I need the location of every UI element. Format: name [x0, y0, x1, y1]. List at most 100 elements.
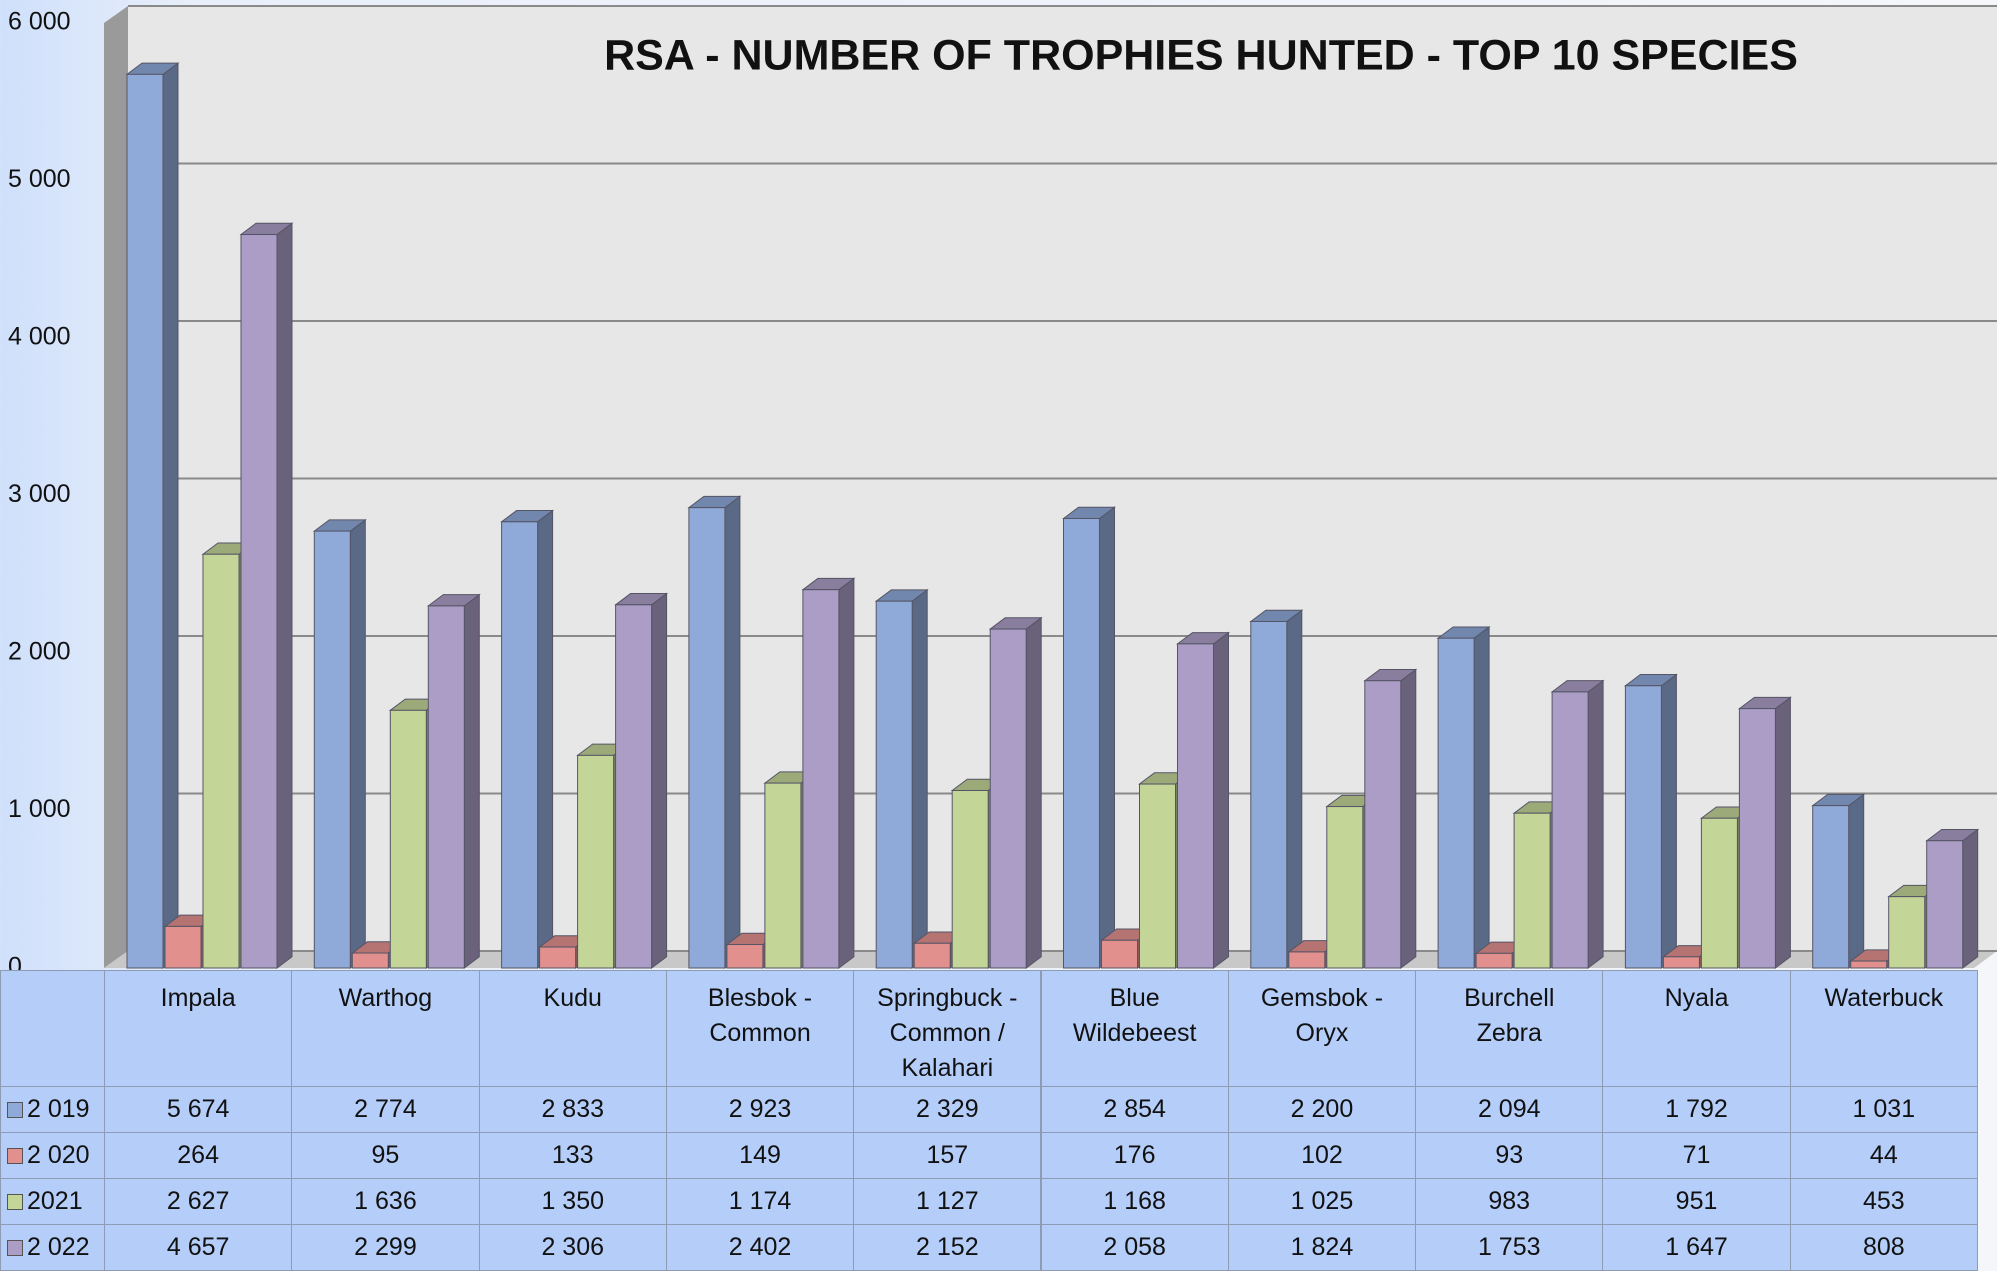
data-label: 2 299 [354, 1233, 417, 1261]
bar [1550, 679, 1605, 969]
bar-front [1888, 896, 1926, 969]
bar [426, 593, 481, 969]
data-label: 44 [1869, 1141, 1898, 1169]
bar [687, 495, 742, 969]
value-cell: 2 200 [1227, 1086, 1417, 1133]
bar-front [539, 946, 577, 969]
legend-cell: 2021 [0, 1178, 105, 1225]
bar-front [164, 925, 202, 969]
bar-front [1101, 939, 1138, 969]
x-tick-label: Waterbuck [1824, 984, 1944, 1012]
bar [988, 616, 1043, 969]
bar [801, 577, 856, 969]
category-cell: Warthog [291, 970, 480, 1087]
bar [1249, 609, 1304, 969]
category-cell: Gemsbok - Oryx [1227, 970, 1417, 1087]
y-tick-label: 0 [8, 953, 22, 970]
data-label: 2 152 [916, 1233, 979, 1261]
bar-front [1437, 637, 1475, 969]
x-tick-label: Nyala [1664, 984, 1729, 1012]
value-cell: 264 [104, 1132, 293, 1179]
y-tick-label: 3 000 [8, 480, 71, 508]
data-label: 453 [1862, 1187, 1905, 1215]
bar [1925, 828, 1980, 969]
value-cell: 2 329 [853, 1086, 1042, 1133]
value-cell: 1 647 [1602, 1224, 1791, 1271]
data-label: 983 [1488, 1187, 1531, 1215]
bar-side [911, 588, 928, 969]
data-label: 1 031 [1852, 1095, 1916, 1123]
bar-front [313, 530, 351, 969]
data-label: 157 [926, 1141, 969, 1169]
bar-side [349, 518, 366, 969]
bar-front [615, 604, 653, 969]
legend-swatch [7, 1147, 23, 1164]
bar-front [1475, 952, 1513, 969]
bar-side [1587, 679, 1604, 969]
bar [1363, 668, 1418, 969]
bar-front [951, 789, 989, 969]
bar-side [651, 592, 668, 969]
value-cell: 44 [1789, 1132, 1978, 1179]
value-cell: 95 [291, 1132, 480, 1179]
data-label: 4 657 [166, 1233, 230, 1261]
bar-front [875, 600, 913, 969]
bar [1436, 625, 1491, 969]
data-label: 2 094 [1477, 1095, 1541, 1123]
bar-front [1139, 783, 1176, 969]
value-cell: 1 025 [1227, 1178, 1417, 1225]
data-label: 2 200 [1290, 1095, 1354, 1123]
y-tick-label: 1 000 [8, 795, 71, 823]
value-cell: 2 774 [291, 1086, 480, 1133]
category-cell: Nyala [1602, 970, 1791, 1087]
legend-label: 2 019 [27, 1095, 90, 1123]
bar-front [989, 628, 1027, 969]
bar-side [162, 62, 179, 969]
data-label: 2 058 [1103, 1233, 1166, 1261]
bar-side [276, 222, 293, 969]
chart-title: RSA - NUMBER OF TROPHIES HUNTED - TOP 10… [604, 31, 1798, 79]
legend-label: 2 022 [27, 1233, 90, 1261]
bar [1176, 631, 1230, 969]
category-cell: Blesbok - Common [665, 970, 855, 1087]
bar-front [351, 952, 389, 969]
value-cell: 2 306 [478, 1224, 667, 1271]
value-cell: 102 [1227, 1132, 1417, 1179]
value-cell: 1 824 [1227, 1224, 1417, 1271]
value-cell: 71 [1602, 1132, 1791, 1179]
bar-front [1812, 805, 1850, 969]
bar-front [501, 521, 539, 969]
category-cell: Springbuck - Common / Kalahari [853, 970, 1042, 1087]
bar-side [1774, 696, 1791, 969]
bar-side [838, 577, 855, 969]
data-label: 951 [1675, 1187, 1718, 1215]
value-cell: 4 657 [104, 1224, 293, 1271]
data-label: 2 306 [541, 1233, 605, 1261]
bar [125, 62, 180, 969]
bar-front [1850, 960, 1888, 969]
data-label: 1 753 [1477, 1233, 1541, 1261]
data-label: 1 824 [1290, 1233, 1354, 1261]
data-label: 102 [1301, 1141, 1343, 1169]
bar-side [1286, 609, 1303, 969]
category-cell: Burchell Zebra [1415, 970, 1604, 1087]
legend-label: 2 020 [27, 1141, 90, 1169]
value-cell: 808 [1789, 1224, 1978, 1271]
bar-front [1063, 517, 1100, 969]
value-cell: 2 833 [478, 1086, 667, 1133]
bar [239, 222, 294, 969]
value-cell: 1 174 [665, 1178, 855, 1225]
value-cell: 2 094 [1415, 1086, 1604, 1133]
data-label: 149 [739, 1141, 781, 1169]
bar-front [202, 553, 240, 969]
bar-front [1662, 956, 1700, 969]
bar-front [1326, 806, 1364, 969]
bar [312, 518, 367, 969]
legend-cell: 2 020 [0, 1132, 105, 1179]
data-label: 808 [1862, 1233, 1905, 1261]
data-label: 2 627 [166, 1187, 230, 1215]
bar-side [537, 509, 554, 969]
legend-cell: 2 019 [0, 1086, 105, 1133]
value-cell: 2 058 [1040, 1224, 1229, 1271]
category-cell: Waterbuck [1789, 970, 1978, 1087]
